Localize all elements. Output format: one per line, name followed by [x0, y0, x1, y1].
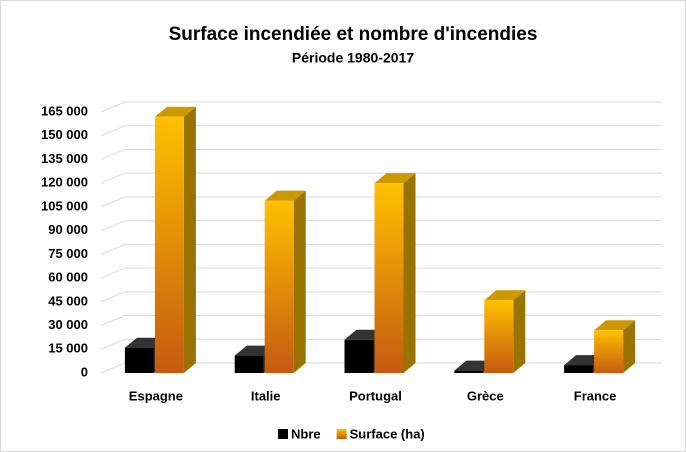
- y-tick-label: 165 000: [41, 103, 88, 118]
- bar: [344, 339, 374, 373]
- bar-top: [264, 190, 306, 201]
- y-tick-label: 150 000: [41, 127, 88, 142]
- y-tick-label: 105 000: [41, 198, 88, 213]
- bar: [234, 355, 264, 373]
- legend-label: Nbre: [291, 426, 321, 441]
- chart-title: Surface incendiée et nombre d'incendies: [169, 24, 538, 45]
- grid-line: [100, 148, 662, 160]
- bar: [564, 365, 594, 373]
- bar-top: [154, 106, 196, 117]
- bar-top: [484, 290, 526, 301]
- y-tick-label: 120 000: [41, 175, 88, 190]
- grid-line: [100, 196, 662, 208]
- x-tick-label: France: [574, 388, 617, 403]
- bar: [124, 347, 154, 373]
- chart-subtitle: Période 1980-2017: [292, 50, 414, 66]
- grid-line: [100, 291, 662, 303]
- y-tick-label: 90 000: [48, 222, 88, 237]
- grid-line: [100, 125, 662, 137]
- y-tick-label: 45 000: [48, 293, 88, 308]
- legend-label: Surface (ha): [350, 426, 425, 441]
- bar-side: [403, 173, 416, 373]
- bar: [154, 116, 184, 373]
- y-tick-label: 30 000: [48, 317, 88, 332]
- bar-side: [513, 290, 526, 373]
- y-tick-label: 0: [81, 364, 88, 379]
- grid-line: [100, 172, 662, 184]
- x-tick-label: Espagne: [129, 388, 183, 403]
- grid-line: [100, 315, 662, 327]
- bar-side: [183, 106, 196, 373]
- bar-top: [594, 320, 636, 331]
- x-tick-label: Grèce: [467, 388, 504, 403]
- x-tick-label: Portugal: [349, 388, 402, 403]
- bar: [374, 183, 404, 373]
- bar: [484, 300, 514, 373]
- bar-side: [293, 190, 306, 373]
- grid-line: [100, 220, 662, 232]
- grid-line: [100, 338, 662, 350]
- bar-side: [623, 320, 636, 373]
- bar: [594, 330, 624, 373]
- legend-swatch: [336, 429, 347, 439]
- grid-line: [100, 101, 662, 113]
- y-tick-label: 135 000: [41, 151, 88, 166]
- y-tick-label: 75 000: [48, 246, 88, 261]
- bar: [264, 200, 294, 373]
- y-tick-label: 15 000: [48, 341, 88, 356]
- grid-line: [100, 243, 662, 255]
- bar: [454, 370, 484, 373]
- x-tick-label: Italie: [251, 388, 281, 403]
- bar-top: [374, 173, 416, 184]
- grid-line: [100, 267, 662, 279]
- legend-swatch: [278, 429, 288, 439]
- y-tick-label: 60 000: [48, 270, 88, 285]
